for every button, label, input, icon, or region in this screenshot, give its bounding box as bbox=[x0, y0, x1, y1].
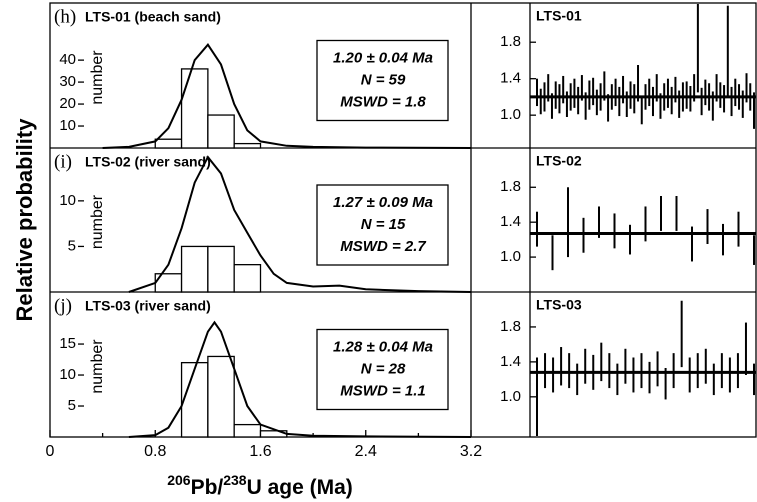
histogram-bar bbox=[180, 245, 209, 293]
y-axis-label: Relative probability bbox=[12, 118, 37, 322]
x-tick-label: 3.2 bbox=[460, 443, 482, 460]
y-tick-label: 1.8 bbox=[500, 33, 521, 50]
panel-label: (i) bbox=[54, 151, 72, 172]
panel-title: LTS-02 bbox=[536, 153, 582, 169]
annotation-text: N = 59 bbox=[361, 71, 406, 88]
x-label-part: 238 bbox=[223, 472, 247, 488]
x-label-part: U age (Ma) bbox=[247, 476, 353, 499]
annotation-text: MSWD = 2.7 bbox=[340, 238, 426, 255]
x-tick-label: 0 bbox=[46, 443, 55, 460]
x-tick-label: 1.6 bbox=[249, 443, 271, 460]
panel-title: LTS-03 (river sand) bbox=[85, 298, 211, 314]
panel-title: LTS-03 bbox=[536, 297, 582, 313]
y-axis-label: number bbox=[89, 50, 106, 105]
panel-title: LTS-01 bbox=[536, 8, 582, 24]
y-axis-label: number bbox=[89, 194, 106, 249]
error-bar-group bbox=[536, 300, 755, 436]
histogram-bar bbox=[154, 138, 183, 149]
y-tick-label: 10 bbox=[59, 117, 76, 134]
x-axis-label: 206Pb/238U age (Ma) bbox=[167, 472, 353, 499]
annotation-text: N = 28 bbox=[361, 360, 406, 377]
y-tick-label: 5 bbox=[68, 397, 76, 414]
panel-title: LTS-01 (beach sand) bbox=[85, 9, 221, 25]
histogram-bar bbox=[233, 142, 262, 149]
x-label-part: 206 bbox=[167, 472, 191, 488]
error-bar-group bbox=[536, 187, 755, 271]
panel-title: LTS-02 (river sand) bbox=[85, 154, 211, 170]
annotation-text: 1.27 ± 0.09 Ma bbox=[333, 194, 433, 211]
histogram-bar bbox=[207, 355, 235, 438]
y-tick-label: 1.0 bbox=[500, 248, 521, 265]
y-tick-label: 1.8 bbox=[500, 318, 521, 335]
y-tick-label: 20 bbox=[59, 95, 76, 112]
y-axis-label: number bbox=[89, 339, 106, 394]
x-tick-label: 0.8 bbox=[144, 443, 166, 460]
y-tick-label: 5 bbox=[68, 237, 76, 254]
histogram-bar bbox=[207, 245, 235, 293]
y-tick-label: 40 bbox=[59, 51, 76, 68]
histogram-bar bbox=[180, 361, 209, 438]
annotation-text: 1.20 ± 0.04 Ma bbox=[333, 49, 433, 66]
y-tick-label: 30 bbox=[59, 73, 76, 90]
histogram-bar bbox=[233, 264, 262, 293]
histogram-bar bbox=[180, 68, 209, 149]
histogram-bar bbox=[207, 114, 235, 149]
y-tick-label: 1.4 bbox=[500, 353, 521, 370]
annotation-box bbox=[316, 184, 449, 266]
panel-label: (h) bbox=[54, 6, 76, 27]
annotation-text: 1.28 ± 0.04 Ma bbox=[333, 338, 433, 355]
x-tick-label: 2.4 bbox=[355, 443, 377, 460]
probability-curve bbox=[102, 43, 472, 149]
annotation-text: MSWD = 1.1 bbox=[340, 382, 425, 399]
y-tick-label: 10 bbox=[59, 366, 76, 383]
y-tick-label: 10 bbox=[59, 192, 76, 209]
annotation-box bbox=[316, 328, 449, 411]
histogram-bar bbox=[233, 423, 262, 438]
y-tick-label: 15 bbox=[59, 335, 76, 352]
annotation-text: MSWD = 1.8 bbox=[340, 93, 426, 110]
annotation-text: N = 15 bbox=[361, 216, 406, 233]
annotation-box bbox=[316, 39, 449, 122]
y-tick-label: 1.4 bbox=[500, 213, 521, 230]
y-tick-label: 1.0 bbox=[500, 106, 521, 123]
y-tick-label: 1.4 bbox=[500, 70, 521, 87]
y-tick-label: 1.0 bbox=[500, 388, 521, 405]
panel-label: (j) bbox=[54, 295, 72, 316]
y-tick-label: 1.8 bbox=[500, 178, 521, 195]
probability-curve bbox=[128, 155, 472, 293]
x-label-part: Pb/ bbox=[191, 476, 224, 499]
probability-curve bbox=[128, 320, 472, 438]
